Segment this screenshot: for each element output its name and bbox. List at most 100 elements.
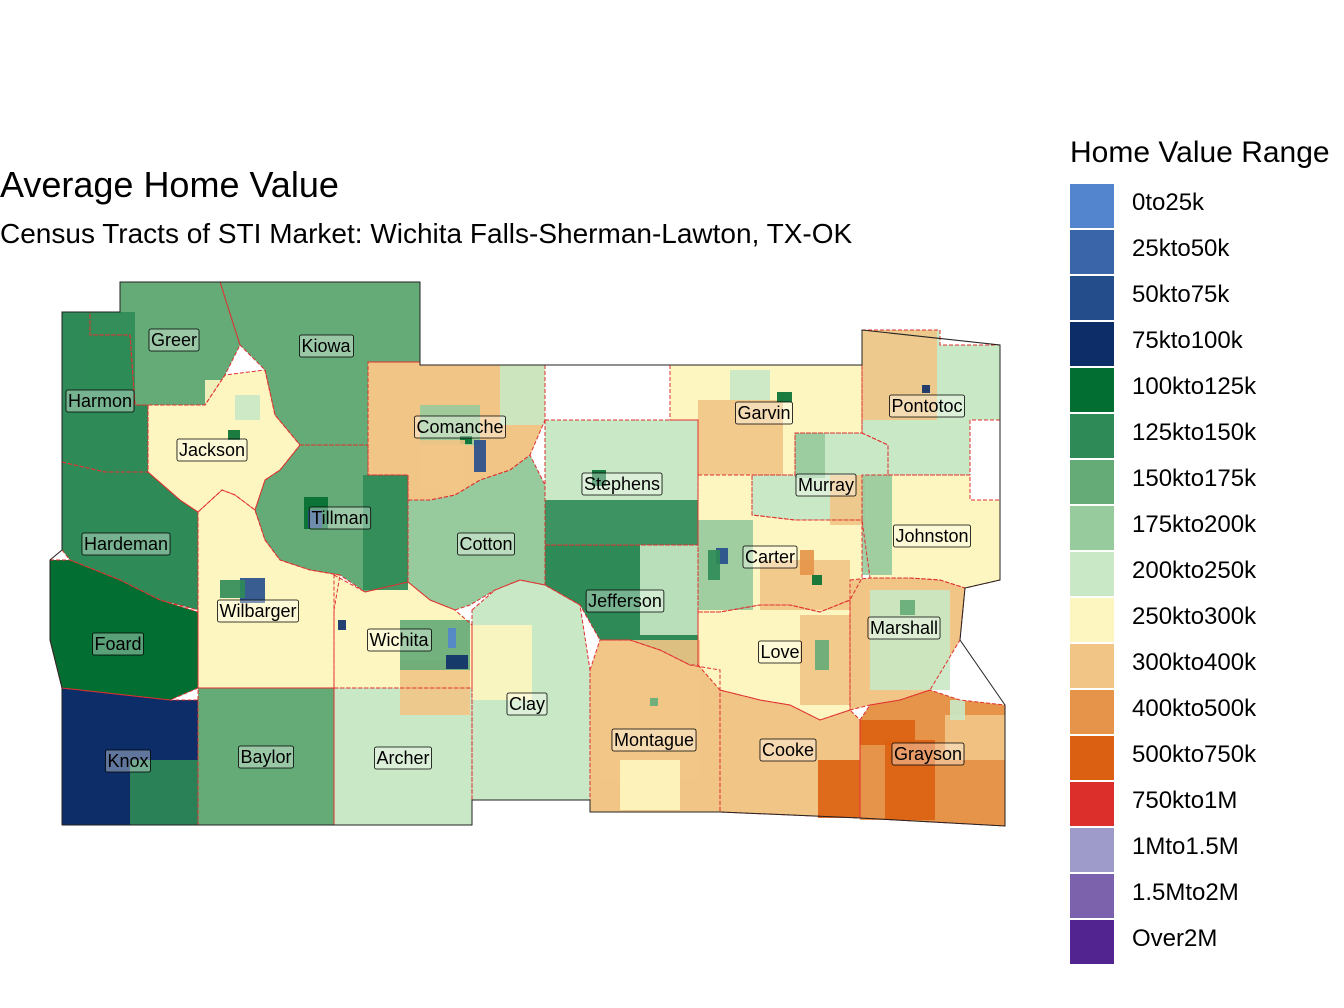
legend-label: 75kto100k [1132,327,1243,354]
legend-label: 1.5Mto2M [1132,879,1239,906]
legend-item: 400kto500k [1070,686,1344,734]
legend: Home Value Range 0to25k 25kto50k 50kto75k 7… [1070,136,1344,964]
tract-patch [600,420,698,465]
tract-patch [708,550,720,580]
tract-patch [698,520,753,610]
county-label: Harmon [68,391,132,411]
county-label-box [867,616,941,640]
legend-swatch [1070,506,1114,550]
county-label-box [759,738,817,762]
county-label-box [758,640,802,664]
county-label-box [148,328,200,352]
county-label-box [893,524,971,548]
tract-patch [812,575,822,585]
tract-patch [130,760,198,825]
county-label: Johnston [895,526,968,546]
county-label: Hardeman [84,534,168,554]
county-label: Marshall [870,618,938,638]
county-label-box [65,389,135,413]
county-baylor [198,688,334,825]
county-label-box [105,749,151,773]
legend-swatch [1070,874,1114,918]
legend-swatch [1070,414,1114,458]
legend-swatch [1070,184,1114,228]
tract-patch [338,620,346,630]
legend-label: 200kto250k [1132,557,1257,584]
legend-item: 1.5Mto2M [1070,870,1344,918]
tract-patch [592,470,606,486]
legend-swatch [1070,598,1114,642]
county-hardeman [62,462,198,610]
legend-label: 100kto125k [1132,373,1257,400]
tract-patch [830,475,865,525]
county-label-box [611,728,697,752]
tract-patch [220,580,245,598]
county-label-box [92,632,144,656]
county-label: Carter [745,547,795,567]
tract-patch [474,440,486,472]
legend-swatch [1070,828,1114,872]
county-label: Foard [94,634,141,654]
county-label: Clay [509,694,545,714]
legend-items: 0to25k 25kto50k 50kto75k 75kto100k 100kto125… [1070,180,1344,964]
county-border [333,574,473,689]
tract-patch [900,600,915,615]
tract-patch [800,550,814,575]
legend-item: 175kto200k [1070,502,1344,550]
legend-swatch [1070,230,1114,274]
legend-swatch [1070,552,1114,596]
county-label: Cooke [762,740,814,760]
county-label-box [457,532,515,556]
legend-item: 50kto75k [1070,272,1344,320]
legend-item: 25kto50k [1070,226,1344,274]
county-label-box [217,599,299,623]
county-label: Murray [798,475,854,495]
tract-patch [795,433,825,478]
map-title: Average Home Value [0,164,339,205]
tract-patch [90,312,135,412]
county-borders [49,281,1006,827]
tract-patch [420,440,465,490]
county-label: Wilbarger [219,601,296,621]
legend-swatch [1070,368,1114,412]
county-label: Jackson [179,440,245,460]
tract-patch [235,395,260,420]
county-label: Wichita [369,630,429,650]
tract-patch [308,510,322,528]
county-label-box [581,472,663,496]
legend-swatch [1070,736,1114,780]
county-label-box [238,745,294,769]
legend-item: 1Mto1.5M [1070,824,1344,872]
county-label-box [889,394,965,418]
legend-item: 500kto750k [1070,732,1344,780]
tract-patch [228,430,240,440]
legend-swatch [1070,460,1114,504]
legend-title: Home Value Range [1070,136,1330,169]
county-archer [334,688,472,825]
county-label: Archer [376,748,429,768]
county-label: Love [760,642,799,662]
legend-swatch [1070,322,1114,366]
legend-label: 0to25k [1132,189,1205,216]
county-label-box [308,506,372,530]
county-label-box [414,415,506,439]
county-border [669,364,863,476]
county-label: Tillman [311,508,368,528]
county-label-box [299,334,354,358]
legend-item: 125kto150k [1070,410,1344,458]
county-label: Grayson [894,744,962,764]
choropleth-map: Greer Kiowa Harmon Jackson Tillman Hardeman Fo… [49,281,1006,827]
legend-label: 175kto200k [1132,511,1257,538]
tract-patch [818,760,860,818]
tract-patch [862,475,892,575]
legend-label: 500kto750k [1132,741,1257,768]
tract-patch [600,640,700,780]
legend-item: 100kto125k [1070,364,1344,412]
tract-patch [650,698,658,706]
map-subtitle: Census Tracts of STI Market: Wichita Fal… [0,218,853,249]
county-johnston [862,475,1000,588]
tract-patch [698,400,783,475]
legend-swatch [1070,644,1114,688]
county-label-box [585,589,665,613]
legend-item: 150kto175k [1070,456,1344,504]
